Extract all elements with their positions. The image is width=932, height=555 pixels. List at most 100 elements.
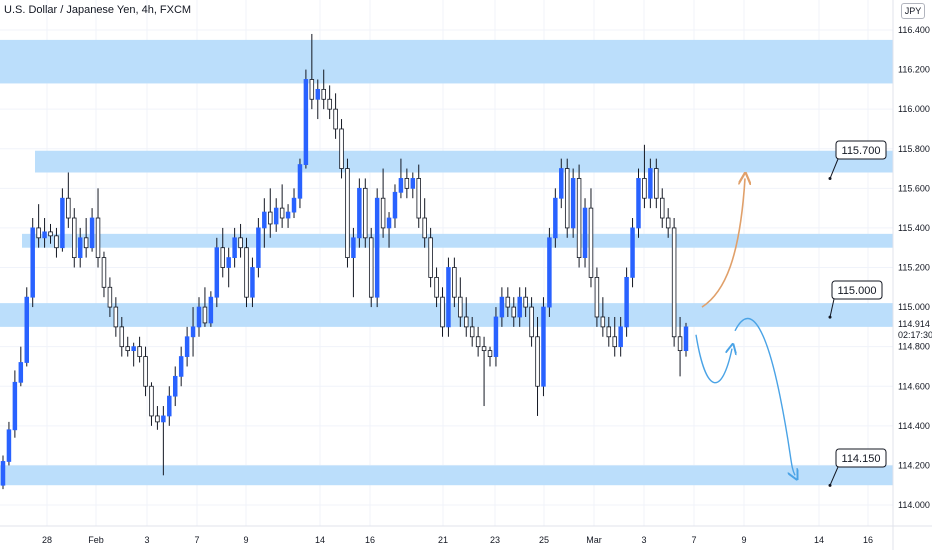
price-tick-label: 115.200 — [898, 263, 930, 273]
callout-label: 115.700 — [842, 145, 881, 157]
price-tick-label: 114.800 — [898, 342, 930, 352]
candle-body — [137, 346, 142, 357]
candle-body — [606, 326, 612, 338]
time-tick-label: 3 — [144, 535, 149, 545]
price-tick-label: 116.400 — [898, 25, 930, 35]
candle-body — [321, 88, 326, 100]
candle-body — [12, 381, 18, 431]
candle-body — [422, 217, 427, 239]
callout-box — [835, 140, 887, 160]
countdown-label: 02:17:30 — [898, 330, 932, 340]
candle-body — [262, 211, 267, 229]
candle-body — [83, 237, 89, 249]
candle-body — [303, 79, 309, 165]
symbol-title: U.S. Dollar / Japanese Yen, 4h, FXCM — [4, 4, 192, 16]
candle-body — [155, 415, 160, 423]
candle-body — [363, 187, 368, 239]
price-tick-label: 114.000 — [898, 500, 930, 510]
candle-body — [107, 286, 113, 308]
candle-body — [285, 211, 291, 219]
candle-body — [333, 108, 338, 130]
candle-body — [309, 79, 315, 100]
candle-body — [481, 346, 487, 352]
price-tick-label: 116.200 — [898, 65, 930, 75]
time-tick-label: 9 — [741, 535, 746, 545]
price-tick-label: 115.000 — [898, 302, 930, 312]
callout-label: 114.150 — [842, 453, 881, 465]
callout-anchor — [828, 315, 832, 319]
candle-body — [523, 296, 528, 308]
price-tick-label: 114.400 — [898, 421, 930, 431]
candle-body — [345, 168, 350, 259]
candle-body — [149, 385, 154, 417]
price-zone — [0, 465, 893, 486]
time-tick-label: 25 — [539, 535, 549, 545]
candle-body — [380, 197, 386, 229]
candle-body — [374, 197, 380, 298]
candle-body — [54, 235, 59, 249]
candle-body — [612, 336, 617, 348]
candle-body — [559, 168, 564, 199]
candle-body — [499, 296, 505, 318]
time-tick-label: 23 — [490, 535, 500, 545]
candle-body — [660, 197, 665, 219]
candle-body — [600, 316, 606, 328]
candle-body — [95, 217, 101, 259]
currency-badge[interactable]: JPY — [901, 3, 925, 19]
candle-body — [475, 336, 481, 348]
candle-body — [570, 178, 576, 229]
candle-body — [398, 178, 404, 193]
candle-body — [220, 247, 225, 268]
candle-body — [588, 207, 594, 278]
time-tick-label: 14 — [315, 535, 325, 545]
candle-body — [327, 98, 332, 110]
candle-body — [167, 395, 172, 417]
candle-body — [184, 336, 190, 357]
candle-body — [618, 326, 623, 348]
candle-body — [683, 326, 689, 352]
time-tick-label: Feb — [88, 535, 104, 545]
candle-body — [517, 296, 522, 318]
candle-body — [172, 375, 178, 397]
candle-body — [434, 276, 439, 298]
candle-body — [250, 267, 255, 298]
candle-body — [66, 197, 71, 219]
candle-body — [464, 316, 469, 328]
price-zone — [35, 150, 893, 173]
bullish-projection-arrow — [701, 178, 745, 308]
candle-body — [315, 88, 321, 100]
candle-body — [428, 237, 433, 278]
callout-pointer — [829, 466, 839, 486]
price-tick-label: 115.400 — [898, 223, 930, 233]
candle-body — [60, 197, 65, 249]
candle-body — [582, 207, 588, 259]
candle-body — [143, 356, 148, 387]
candle-body — [208, 296, 214, 324]
candle-body — [357, 187, 362, 239]
candle-body — [452, 267, 457, 298]
bearish-projection-arrow — [734, 317, 795, 475]
candle-body — [48, 231, 53, 237]
candle-body — [654, 168, 659, 199]
candle-body — [238, 237, 243, 249]
callout-label: 115.000 — [838, 285, 877, 297]
candle-body — [594, 276, 600, 318]
candle-body — [671, 227, 677, 338]
price-tick-label: 114.200 — [898, 460, 930, 470]
price-tick-label: 116.000 — [898, 104, 930, 114]
price-tick-label: 114.600 — [898, 381, 930, 391]
candle-body — [232, 237, 237, 259]
candle-body — [677, 336, 683, 352]
candle-body — [297, 164, 303, 199]
candle-body — [576, 178, 582, 259]
candle-body — [202, 306, 208, 324]
candle-body — [541, 306, 546, 387]
candle-body — [24, 296, 29, 363]
price-zone — [0, 39, 893, 84]
time-tick-label: 3 — [641, 535, 646, 545]
candle-body — [529, 306, 534, 338]
candle-body — [410, 178, 416, 189]
time-tick-label: 28 — [42, 535, 52, 545]
